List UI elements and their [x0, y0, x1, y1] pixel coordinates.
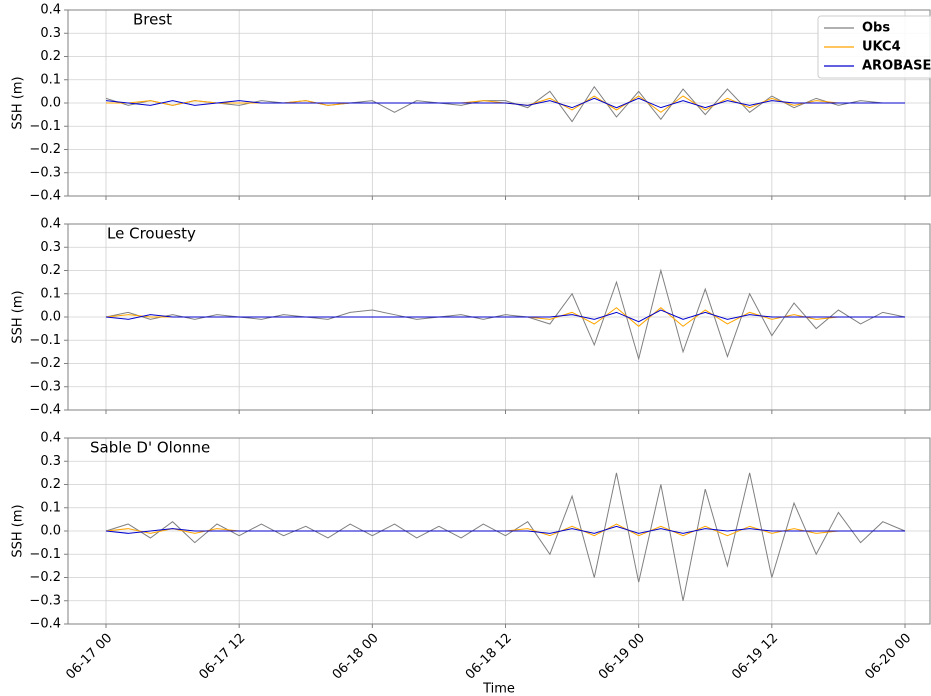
subplot: −0.4 −0.3 −0.2 −0.1 0.0 0.1 0.2 0.3 0.4 Brest SSH …: [11, 3, 931, 204]
series-line: [105, 97, 905, 109]
series-line: [105, 309, 905, 323]
subplot-title: Le Crouesty: [107, 225, 196, 243]
x-tick-label: 06-19 12: [729, 631, 781, 683]
subplot-title: Brest: [133, 11, 172, 29]
y-axis-label: SSH (m): [11, 76, 26, 129]
subplot: −0.4 −0.3 −0.2 −0.1 0.0 0.1 0.2 0.3 0.4 Le Croues…: [11, 217, 931, 418]
y-tick-label: 0.1: [40, 286, 61, 301]
series-line: [105, 525, 905, 534]
y-tick-label: 0.0: [40, 310, 61, 325]
y-tick-label: −0.3: [29, 379, 61, 394]
plot-frame: [67, 223, 931, 411]
y-tick-label: 0.4: [40, 431, 61, 446]
legend-label: UKC4: [862, 40, 901, 55]
y-tick-label: −0.2: [29, 142, 61, 157]
plot-frame: [67, 9, 931, 197]
y-tick-label: −0.1: [29, 119, 61, 134]
y-tick-label: 0.1: [40, 72, 61, 87]
y-tick-label: 0.3: [40, 240, 61, 255]
y-tick-label: −0.1: [29, 547, 61, 562]
y-tick-label: −0.4: [29, 617, 61, 632]
y-axis-label: SSH (m): [11, 504, 26, 557]
y-tick-label: −0.2: [29, 356, 61, 371]
y-tick-label: −0.1: [29, 333, 61, 348]
y-tick-label: 0.3: [40, 26, 61, 41]
y-tick-label: 0.4: [40, 3, 61, 18]
x-tick-label: 06-18 12: [463, 631, 515, 683]
y-tick-label: −0.4: [29, 189, 61, 204]
y-tick-label: 0.2: [40, 263, 61, 278]
y-tick-label: 0.4: [40, 217, 61, 232]
y-tick-label: 0.1: [40, 500, 61, 515]
y-tick-label: 0.2: [40, 49, 61, 64]
y-tick-label: 0.3: [40, 454, 61, 469]
x-tick-label: 06-20 00: [862, 631, 914, 683]
x-tick-label: 06-19 00: [596, 631, 648, 683]
legend-box: [817, 15, 931, 79]
series-line: [105, 85, 905, 123]
x-tick-label: 06-18 00: [330, 631, 382, 683]
y-tick-label: −0.4: [29, 403, 61, 418]
legend-label: AROBASE: [862, 59, 931, 74]
plot-frame: [67, 437, 931, 625]
y-tick-label: 0.2: [40, 477, 61, 492]
series-line: [105, 472, 906, 601]
y-tick-label: −0.2: [29, 570, 61, 585]
y-axis-label: SSH (m): [11, 290, 26, 343]
y-tick-label: −0.3: [29, 593, 61, 608]
x-axis-label: Time: [482, 682, 515, 696]
y-tick-label: 0.0: [40, 96, 61, 111]
subplot-title: Sable D' Olonne: [90, 439, 210, 457]
x-tick-label: 06-17 12: [197, 631, 249, 683]
y-tick-label: −0.3: [29, 165, 61, 180]
y-tick-label: 0.0: [40, 524, 61, 539]
legend-label: Obs: [862, 21, 890, 36]
subplot: −0.4 −0.3 −0.2 −0.1 0.0 0.1 0.2 0.3 0.4 06-17 00 0…: [11, 431, 931, 696]
x-tick-label: 06-17 00: [63, 631, 115, 683]
